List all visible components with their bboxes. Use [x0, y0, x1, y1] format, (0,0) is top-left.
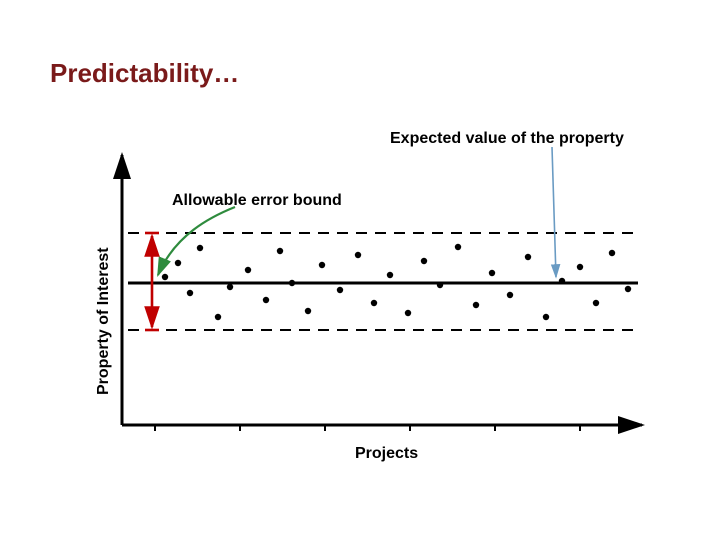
slide-title: Predictability…: [50, 58, 239, 89]
predictability-scatter-plot: [80, 135, 680, 475]
slide: { "title": { "text": "Predictability…", …: [0, 0, 720, 540]
